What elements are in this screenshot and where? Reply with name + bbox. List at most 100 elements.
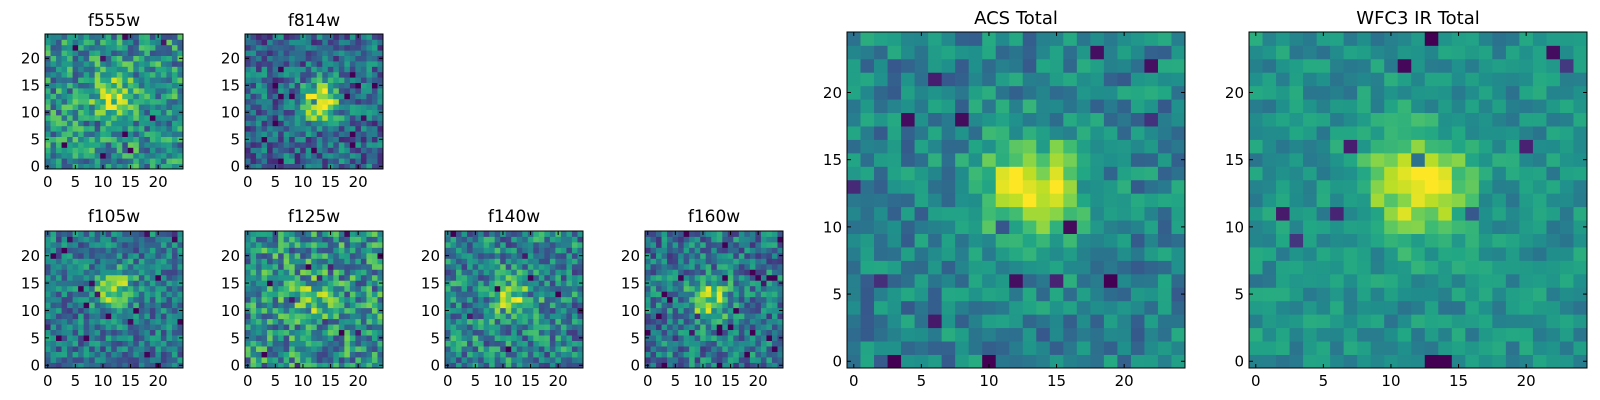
heatmap-cell: [272, 98, 279, 105]
heatmap-cell: [694, 340, 701, 347]
heatmap-cell: [283, 258, 290, 265]
heatmap-cell: [995, 126, 1010, 140]
heatmap-cell: [1036, 85, 1051, 100]
heatmap-cell: [678, 357, 685, 363]
heatmap-cell: [571, 340, 578, 347]
heatmap-cell: [322, 241, 329, 248]
heatmap-cell: [272, 236, 279, 243]
heatmap-cell: [127, 241, 134, 248]
heatmap-cell: [1103, 99, 1118, 114]
heatmap-cell: [160, 163, 167, 170]
heatmap-cell: [116, 44, 123, 51]
heatmap-cell: [138, 131, 145, 137]
heatmap-cell: [847, 287, 861, 302]
heatmap-cell: [566, 346, 573, 352]
heatmap-cell: [1397, 233, 1412, 248]
heatmap-cell: [144, 296, 151, 303]
heatmap-cell: [349, 142, 356, 148]
heatmap-cell: [377, 291, 384, 298]
heatmap-cell: [716, 280, 723, 287]
heatmap-cell: [149, 152, 156, 159]
heatmap-cell: [289, 115, 296, 121]
heatmap-cell: [250, 61, 257, 67]
heatmap-cell: [560, 263, 567, 270]
heatmap-cell: [1117, 300, 1132, 315]
heatmap-cell: [522, 362, 529, 369]
heatmap-cell: [149, 231, 156, 237]
heatmap-cell: [1130, 126, 1145, 140]
y-tick-label: 20: [421, 247, 440, 265]
heatmap-cell: [333, 34, 340, 40]
heatmap-cell: [661, 269, 668, 276]
heatmap-cell: [94, 136, 101, 143]
heatmap-cell: [1009, 72, 1024, 87]
heatmap-cell: [305, 66, 312, 73]
heatmap-cell: [689, 351, 696, 358]
heatmap-cell: [544, 280, 551, 287]
heatmap-cell: [656, 296, 662, 303]
heatmap-cell: [1090, 32, 1105, 46]
heatmap-cell: [571, 335, 578, 341]
heatmap-cell: [683, 313, 690, 320]
heatmap-cell: [105, 109, 112, 116]
heatmap-cell: [1130, 152, 1145, 167]
heatmap-cell: [72, 329, 79, 336]
heatmap-cell: [149, 296, 156, 303]
heatmap-cells: [245, 34, 384, 170]
heatmap-cell: [122, 163, 129, 170]
heatmap-cell: [700, 357, 707, 363]
heatmap-cell: [1289, 179, 1304, 194]
heatmap-cell: [105, 50, 112, 56]
heatmap-cell: [727, 357, 734, 363]
heatmap-cell: [461, 247, 468, 254]
heatmap-cell: [955, 314, 970, 329]
heatmap-cell: [111, 274, 118, 281]
heatmap-cell: [56, 357, 62, 363]
heatmap-cell: [111, 163, 118, 170]
heatmap-cell: [61, 285, 68, 292]
heatmap-cell: [456, 296, 462, 303]
heatmap-cell: [50, 357, 57, 363]
heatmap-cell: [78, 120, 85, 127]
heatmap-cell: [744, 357, 751, 363]
heatmap-cell: [250, 340, 257, 347]
heatmap-cell: [445, 236, 451, 243]
heatmap-cell: [650, 285, 657, 292]
heatmap-cell: [166, 236, 173, 243]
heatmap-cell: [1438, 260, 1453, 275]
heatmap-cell: [505, 252, 512, 259]
heatmap-cell: [138, 163, 145, 170]
heatmap-cell: [267, 152, 273, 159]
heatmap-cell: [105, 98, 112, 105]
heatmap-cell: [1022, 179, 1037, 194]
heatmap-cell: [355, 98, 362, 105]
heatmap-cell: [67, 313, 73, 320]
heatmap-cell: [377, 152, 384, 159]
heatmap-cell: [311, 274, 318, 281]
heatmap-cell: [56, 39, 62, 46]
heatmap-cell: [256, 115, 262, 121]
heatmap-cell: [360, 163, 367, 170]
heatmap-cell: [289, 280, 296, 287]
heatmap-cell: [371, 34, 378, 40]
heatmap-cell: [968, 273, 983, 288]
heatmap-cell: [847, 58, 861, 73]
axes-frame: [846, 31, 1186, 369]
heatmap-cell: [116, 50, 123, 56]
heatmap-cell: [333, 351, 340, 358]
heatmap-cell: [261, 34, 268, 40]
heatmap-cell: [901, 287, 915, 302]
heatmap-cell: [1343, 193, 1358, 208]
heatmap-cell: [133, 50, 140, 56]
heatmap-cell: [483, 296, 490, 303]
heatmap-cell: [116, 82, 123, 89]
heatmap-cell: [100, 291, 107, 298]
heatmap-cell: [338, 357, 345, 363]
heatmap-cell: [661, 263, 668, 270]
heatmap-cell: [1343, 341, 1358, 355]
heatmap-cell: [1532, 193, 1547, 208]
heatmap-cell: [716, 329, 723, 336]
heatmap-cell: [472, 324, 479, 331]
heatmap-cell: [289, 307, 296, 314]
heatmap-cell: [560, 291, 567, 298]
